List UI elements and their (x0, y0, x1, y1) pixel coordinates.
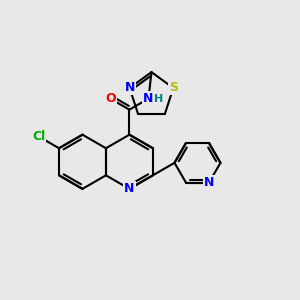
Text: N: N (124, 82, 135, 94)
Text: N: N (124, 182, 135, 195)
Text: H: H (154, 94, 164, 104)
Text: S: S (169, 82, 178, 94)
Text: N: N (143, 92, 154, 105)
Text: Cl: Cl (32, 130, 45, 143)
Text: O: O (105, 92, 116, 105)
Text: N: N (204, 176, 214, 189)
